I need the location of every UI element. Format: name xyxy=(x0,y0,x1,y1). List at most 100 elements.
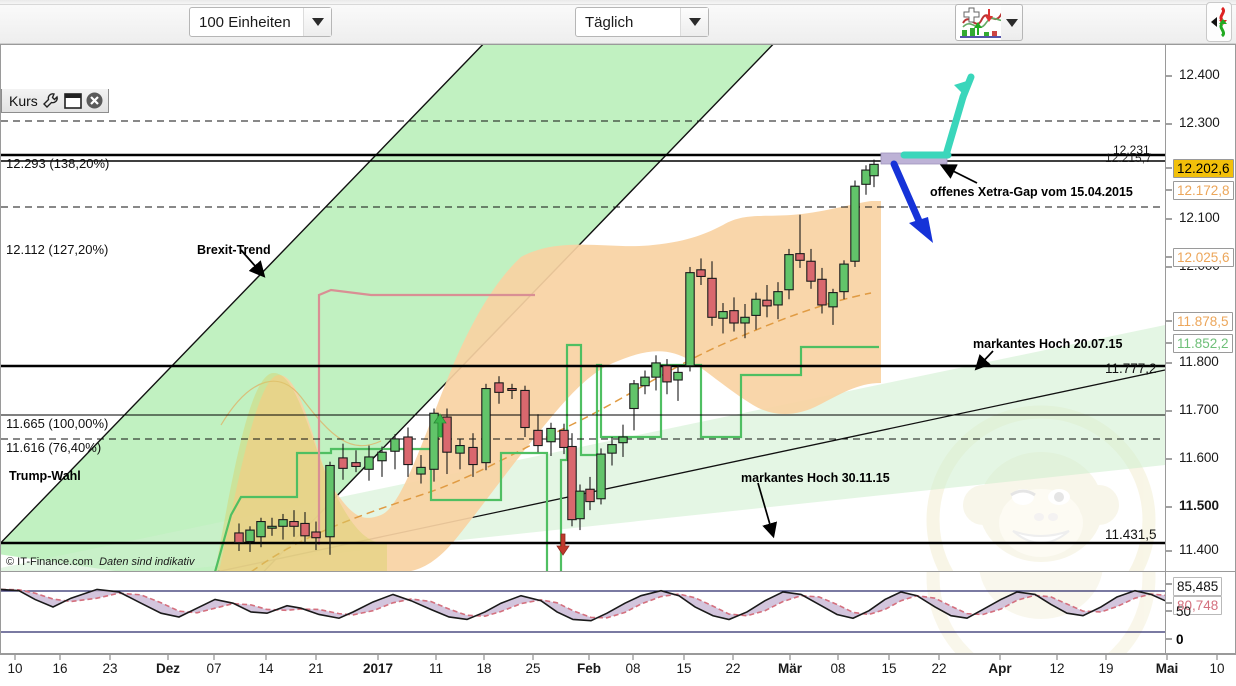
time-tick-12: 12 xyxy=(1049,661,1065,676)
candlestick xyxy=(416,466,426,475)
candlestick xyxy=(869,163,879,177)
band-lower-tag: 11.878,5 xyxy=(1173,312,1233,331)
candlestick xyxy=(850,185,860,262)
time-tick-08: 08 xyxy=(830,661,846,676)
units-dropdown-value: 100 Einheiten xyxy=(199,13,291,31)
candlestick xyxy=(468,446,478,466)
candlestick xyxy=(267,525,277,529)
candlestick xyxy=(839,263,849,293)
candlestick xyxy=(806,260,816,282)
time-tick-23: 23 xyxy=(102,661,118,676)
xetra-leader xyxy=(939,164,978,184)
time-tick-22: 22 xyxy=(725,661,741,676)
candlestick xyxy=(256,520,266,538)
candlestick xyxy=(533,429,543,447)
candlestick xyxy=(377,451,387,462)
inline-label-11777: 11.777,2 xyxy=(1105,361,1157,376)
timeframe-dropdown-value: Täglich xyxy=(585,13,634,31)
time-tick-18: 18 xyxy=(476,661,492,676)
candlestick xyxy=(494,382,504,393)
price-chart-svg xyxy=(1,45,1165,571)
candlestick xyxy=(455,444,465,454)
price-axis-ticks xyxy=(1166,75,1172,552)
inline-label-11431: 11.431,5 xyxy=(1105,527,1157,542)
bullish-forecast-arrow xyxy=(900,73,975,159)
timeframe-dropdown[interactable]: Täglich xyxy=(575,7,709,37)
candlestick xyxy=(773,291,783,306)
add-indicator-dropdown-caret[interactable] xyxy=(1001,4,1023,41)
price-axis-tick-11800: 11.800 xyxy=(1179,354,1219,369)
candlestick xyxy=(311,531,321,539)
price-pane-header[interactable]: Kurs xyxy=(1,89,109,113)
candlestick xyxy=(707,277,717,318)
candlestick-series xyxy=(234,159,879,555)
short-stop-line xyxy=(317,288,535,545)
price-axis[interactable]: 12.40012.30012.10012.00011.80011.70011.6… xyxy=(1165,44,1236,572)
time-tick-Mai: Mai xyxy=(1155,661,1179,676)
fib-level-100-label: 11.665 (100,00%) xyxy=(6,416,109,431)
candlestick xyxy=(234,532,244,544)
annotation-trump-wahl: Trump-Wahl xyxy=(9,469,81,483)
units-dropdown[interactable]: 100 Einheiten xyxy=(189,7,332,37)
stochastic-svg xyxy=(1,572,1165,653)
time-tick-07: 07 xyxy=(206,661,222,676)
stochastic-pane[interactable]: Stochastik (5 3 3) xyxy=(0,572,1165,654)
time-tick-15: 15 xyxy=(676,661,692,676)
compare-arrows-icon[interactable] xyxy=(1206,2,1232,42)
close-icon[interactable] xyxy=(86,92,103,109)
candlestick xyxy=(364,456,374,470)
price-axis-tick-11600: 11.600 xyxy=(1179,450,1219,465)
time-axis[interactable]: 10 16 23 Dez 07 14 21 2017 11 18 25 Feb 08 15 22 Mär 08 1… xyxy=(0,654,1236,686)
time-tick-2017: 2017 xyxy=(362,661,394,676)
time-tick-Apr: Apr xyxy=(988,661,1012,676)
chevron-down-icon[interactable] xyxy=(303,8,331,36)
annotation-xetra-gap: offenes Xetra-Gap vom 15.04.2015 xyxy=(930,185,1133,199)
candlestick xyxy=(740,316,750,324)
chart-footer: © IT-Finance.com Daten sind indikativ xyxy=(6,556,194,568)
annotation-brexit-trend: Brexit-Trend xyxy=(197,243,271,257)
time-tick-Mär: Mär xyxy=(777,661,803,676)
wrench-icon[interactable] xyxy=(42,92,60,110)
top-toolbar: 100 Einheiten Täglich xyxy=(0,0,1236,44)
trailing-stop-line xyxy=(214,343,879,571)
candlestick xyxy=(403,436,413,466)
copyright-text: © IT-Finance.com xyxy=(6,556,93,568)
time-tick-14: 14 xyxy=(258,661,274,676)
stoch-k-line xyxy=(1,588,1165,622)
candlestick xyxy=(828,292,838,308)
stoch-k-value-tag: 85,485 xyxy=(1173,577,1223,596)
hoch2007-leader xyxy=(974,350,994,371)
price-axis-tick-12100: 12.100 xyxy=(1179,210,1220,225)
price-axis-tick-11400: 11.400 xyxy=(1179,542,1219,557)
price-axis-tick-11500: 11.500 xyxy=(1179,498,1219,513)
candlestick xyxy=(559,429,569,449)
candlestick xyxy=(596,453,606,500)
candlestick xyxy=(245,529,255,543)
candlestick xyxy=(629,383,639,410)
candlestick xyxy=(784,254,794,291)
chevron-down-icon[interactable] xyxy=(680,8,708,36)
band-midline xyxy=(251,292,872,571)
stoch-axis-50: 50 xyxy=(1176,604,1192,619)
candlestick xyxy=(567,445,577,521)
bearish-forecast-arrow xyxy=(890,160,933,243)
time-tick-15: 15 xyxy=(881,661,897,676)
candlestick xyxy=(278,519,288,527)
price-axis-tick-12300: 12.300 xyxy=(1179,115,1220,130)
candlestick xyxy=(795,253,805,261)
candlestick xyxy=(662,365,672,383)
candlestick xyxy=(685,272,695,367)
stochastic-axis[interactable]: 85,485 80,748 50 0 xyxy=(1165,572,1236,654)
price-axis-tick-11700: 11.700 xyxy=(1179,402,1219,417)
last-price-tag: 12.202,6 xyxy=(1173,159,1234,178)
toolbar-top-strip xyxy=(0,0,1236,5)
candlestick xyxy=(481,387,491,464)
window-icon[interactable] xyxy=(63,92,82,109)
band-mid-tag: 12.025,6 xyxy=(1173,248,1234,267)
annotation-markantes-hoch-3011: markantes Hoch 30.11.15 xyxy=(741,471,890,485)
fib-level-127-label: 12.112 (127,20%) xyxy=(6,242,109,257)
price-chart-pane[interactable]: Kurs 12.293 (138,20%) 12.112 (127,20%) 1… xyxy=(0,44,1165,572)
candlestick xyxy=(673,371,683,381)
candlestick xyxy=(861,169,871,185)
